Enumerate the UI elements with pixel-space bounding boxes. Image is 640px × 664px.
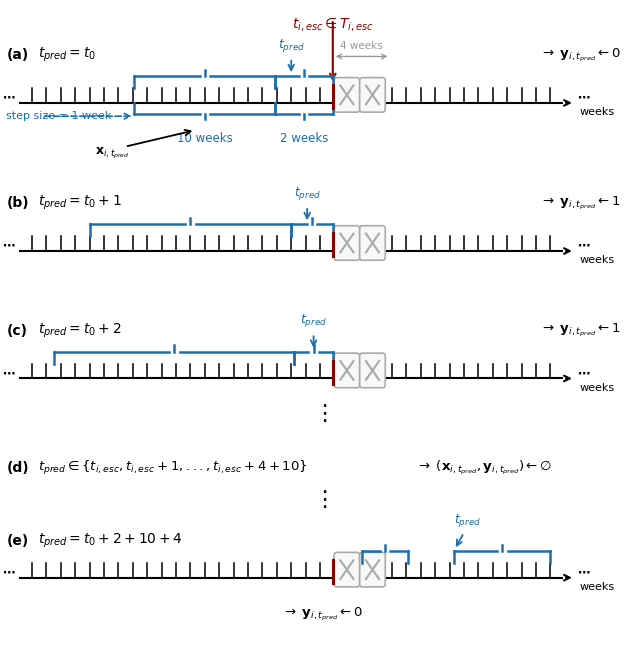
Text: $\mathbf{\cdots}$: $\mathbf{\cdots}$ — [3, 565, 16, 578]
Text: $\mathbf{\cdots}$: $\mathbf{\cdots}$ — [577, 565, 591, 578]
Text: $\rightarrow\;\mathbf{y}_{i,t_{pred}} \leftarrow 0$: $\rightarrow\;\mathbf{y}_{i,t_{pred}} \l… — [540, 46, 621, 64]
FancyBboxPatch shape — [334, 552, 360, 587]
Text: $\rightarrow\;(\mathbf{x}_{i,t_{pred}},\mathbf{y}_{i,t_{pred}}) \leftarrow \empt: $\rightarrow\;(\mathbf{x}_{i,t_{pred}},\… — [416, 459, 552, 477]
Text: (a): (a) — [6, 48, 29, 62]
FancyBboxPatch shape — [360, 78, 385, 112]
FancyBboxPatch shape — [360, 353, 385, 388]
Text: 2 weeks: 2 weeks — [280, 132, 328, 145]
Text: $\rightarrow\;\mathbf{y}_{i,t_{pred}} \leftarrow 1$: $\rightarrow\;\mathbf{y}_{i,t_{pred}} \l… — [540, 322, 621, 339]
Text: $\vdots$: $\vdots$ — [313, 488, 327, 511]
Text: $t_{pred} = t_0+2+10+4$: $t_{pred} = t_0+2+10+4$ — [38, 532, 183, 550]
Text: step size = 1 week: step size = 1 week — [6, 111, 112, 122]
Text: 10 weeks: 10 weeks — [177, 132, 233, 145]
Text: weeks: weeks — [579, 582, 614, 592]
Text: $t_{pred}$: $t_{pred}$ — [454, 511, 481, 529]
Text: (c): (c) — [6, 323, 28, 338]
Text: weeks: weeks — [579, 383, 614, 393]
Text: $\mathbf{\cdots}$: $\mathbf{\cdots}$ — [577, 366, 591, 379]
FancyBboxPatch shape — [360, 226, 385, 260]
Text: $\rightarrow\;\mathbf{y}_{i,t_{pred}} \leftarrow 0$: $\rightarrow\;\mathbf{y}_{i,t_{pred}} \l… — [282, 606, 362, 623]
FancyBboxPatch shape — [334, 78, 360, 112]
Text: $\mathbf{\cdots}$: $\mathbf{\cdots}$ — [577, 238, 591, 252]
Text: (d): (d) — [6, 461, 29, 475]
Text: weeks: weeks — [579, 256, 614, 266]
Text: $\mathbf{\cdots}$: $\mathbf{\cdots}$ — [3, 366, 16, 379]
Text: weeks: weeks — [579, 108, 614, 118]
Text: $\mathbf{\cdots}$: $\mathbf{\cdots}$ — [577, 90, 591, 104]
Text: $t_{pred}$: $t_{pred}$ — [278, 37, 305, 54]
Text: $t_{pred}$: $t_{pred}$ — [300, 312, 327, 329]
Text: $t_{pred}$: $t_{pred}$ — [294, 185, 321, 202]
Text: $t_{pred} = t_0+2$: $t_{pred} = t_0+2$ — [38, 321, 122, 340]
Text: $\vdots$: $\vdots$ — [313, 402, 327, 424]
Text: $\mathbf{\cdots}$: $\mathbf{\cdots}$ — [3, 238, 16, 252]
Text: 4 weeks: 4 weeks — [340, 41, 383, 51]
FancyBboxPatch shape — [334, 353, 360, 388]
Text: $\rightarrow\;\mathbf{y}_{i,t_{pred}} \leftarrow 1$: $\rightarrow\;\mathbf{y}_{i,t_{pred}} \l… — [540, 195, 621, 212]
Text: $t_{pred} \in \{t_{i,esc}, t_{i,esc}+1,...,t_{i,esc}+4+10\}$: $t_{pred} \in \{t_{i,esc}, t_{i,esc}+1,.… — [38, 459, 308, 477]
Text: $\mathbf{\cdots}$: $\mathbf{\cdots}$ — [3, 90, 16, 104]
FancyBboxPatch shape — [360, 552, 385, 587]
Text: $t_{pred} = t_0$: $t_{pred} = t_0$ — [38, 46, 97, 64]
FancyBboxPatch shape — [334, 226, 360, 260]
Text: $t_{pred} = t_0+1$: $t_{pred} = t_0+1$ — [38, 194, 122, 212]
Text: (b): (b) — [6, 196, 29, 210]
Text: $t_{i,esc} \in T_{i,esc}$: $t_{i,esc} \in T_{i,esc}$ — [292, 16, 374, 33]
Text: $\mathbf{x}_{i,t_{pred}}$: $\mathbf{x}_{i,t_{pred}}$ — [95, 145, 129, 161]
Text: (e): (e) — [6, 534, 29, 548]
